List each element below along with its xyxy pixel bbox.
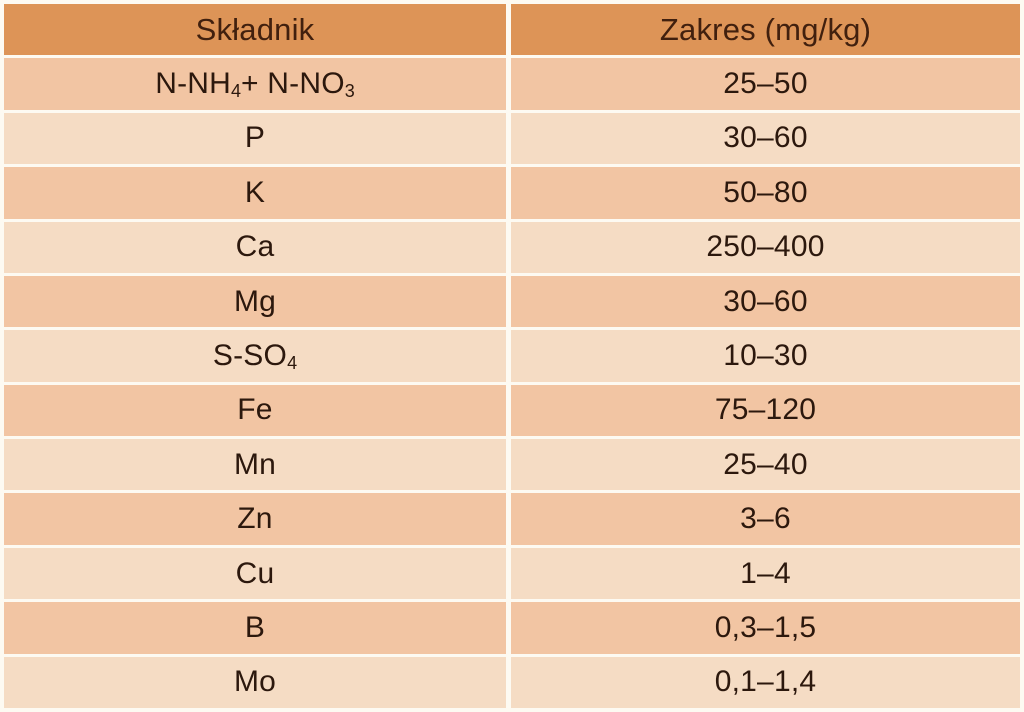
range-cell: 25–40 bbox=[511, 439, 1020, 491]
component-text: Mn bbox=[233, 447, 277, 481]
component-text: Mo bbox=[233, 665, 277, 699]
range-cell: 30–60 bbox=[511, 275, 1020, 328]
component-cell: Ca bbox=[4, 221, 506, 273]
range-cell: 10–30 bbox=[511, 330, 1020, 382]
component-text: P bbox=[244, 121, 266, 155]
column-header-component: Składnik bbox=[4, 4, 506, 56]
component-text: + N-NO bbox=[241, 67, 345, 101]
component-cell: Cu bbox=[4, 547, 506, 600]
range-cell: 25–50 bbox=[511, 58, 1020, 110]
component-cell: Mg bbox=[4, 275, 506, 328]
component-cell: N-NH 4 + N-NO 3 bbox=[4, 58, 506, 110]
component-text: Cu bbox=[235, 556, 275, 590]
component-text: S-SO bbox=[212, 338, 288, 372]
component-cell: K bbox=[4, 167, 506, 219]
range-cell: 0,3–1,5 bbox=[511, 602, 1020, 654]
component-text: Fe bbox=[237, 393, 273, 427]
component-cell: B bbox=[4, 602, 506, 654]
column-header-range: Zakres (mg/kg) bbox=[511, 4, 1020, 56]
range-cell: 0,1–1,4 bbox=[511, 656, 1020, 708]
component-text: K bbox=[244, 175, 266, 209]
range-cell: 75–120 bbox=[511, 384, 1020, 437]
component-text: Mg bbox=[233, 284, 277, 318]
range-cell: 1–4 bbox=[511, 547, 1020, 600]
component-text: B bbox=[244, 610, 266, 644]
component-cell: P bbox=[4, 112, 506, 165]
component-cell: Mn bbox=[4, 439, 506, 491]
component-cell: Zn bbox=[4, 493, 506, 545]
component-cell: S-SO 4 bbox=[4, 330, 506, 382]
component-text: Zn bbox=[237, 502, 273, 536]
range-cell: 50–80 bbox=[511, 167, 1020, 219]
component-text: Ca bbox=[235, 230, 275, 264]
component-text: N-NH bbox=[155, 67, 232, 101]
range-cell: 30–60 bbox=[511, 112, 1020, 165]
component-cell: Mo bbox=[4, 656, 506, 708]
range-cell: 250–400 bbox=[511, 221, 1020, 273]
range-cell: 3–6 bbox=[511, 493, 1020, 545]
nutrient-range-table: Składnik Zakres (mg/kg) N-NH 4 + N-NO 3 25–… bbox=[4, 4, 1020, 708]
component-cell: Fe bbox=[4, 384, 506, 437]
